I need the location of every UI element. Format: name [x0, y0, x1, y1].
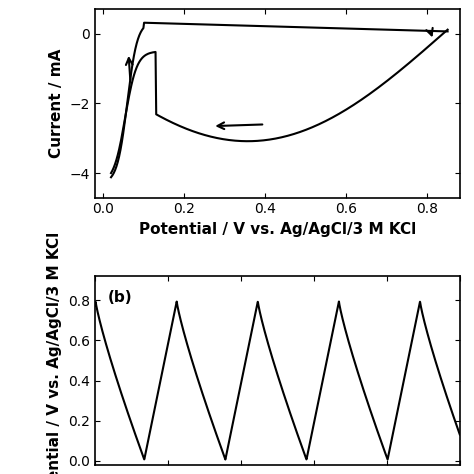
Text: (b): (b)	[108, 290, 132, 305]
X-axis label: Potential / V vs. Ag/AgCl/3 M KCl: Potential / V vs. Ag/AgCl/3 M KCl	[139, 222, 416, 237]
Y-axis label: Potential / V vs. Ag/AgCl/3 M KCl: Potential / V vs. Ag/AgCl/3 M KCl	[47, 232, 63, 474]
Y-axis label: Current / mA: Current / mA	[49, 49, 64, 158]
